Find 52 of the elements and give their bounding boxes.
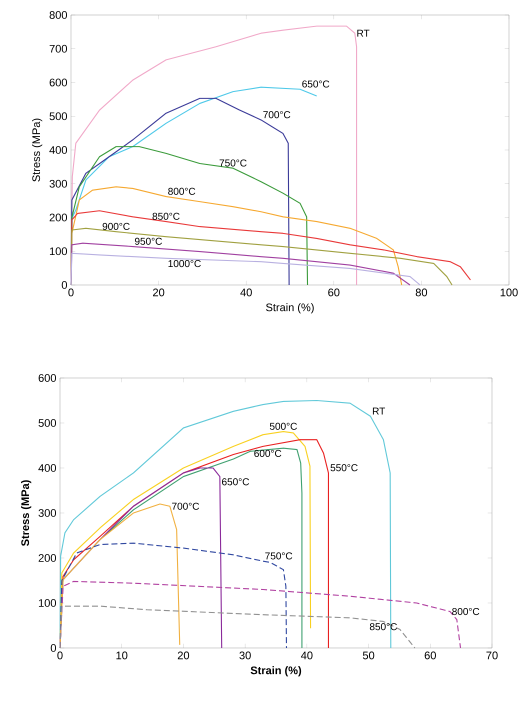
x-tick-label: 100 [500, 288, 518, 296]
series-label: 700°C [263, 111, 290, 118]
x-tick-label: 60 [328, 288, 340, 296]
y-tick-label: 400 [38, 464, 56, 472]
y-tick-label: 200 [38, 554, 56, 562]
x-tick-label: 0 [68, 288, 74, 296]
y-tick-label: 500 [50, 112, 68, 120]
x-tick-label: 30 [239, 652, 251, 660]
series-label: 850°C [370, 623, 397, 630]
x-tick-label: 50 [362, 652, 374, 660]
series-label: 550°C [330, 464, 358, 472]
y-tick-label: 100 [50, 247, 68, 256]
y-tick-label: 800 [50, 11, 68, 19]
y-tick-label: 300 [50, 180, 68, 188]
y-tick-label: 100 [38, 599, 56, 607]
series-label: 800°C [168, 188, 196, 195]
y-tick-label: 0 [62, 281, 68, 289]
series-label: 1000°C [168, 260, 201, 268]
x-tick-label: 80 [416, 288, 428, 296]
x-axis-title: Strain (%) [266, 303, 314, 314]
y-tick-label: 400 [49, 146, 68, 154]
series-label: 650°C [302, 80, 330, 88]
series-label: 750°C [220, 159, 247, 167]
x-tick-label: 40 [240, 288, 252, 296]
y-axis-title: Stress (MPa) [21, 480, 32, 546]
series-label: RT [357, 30, 370, 37]
y-axis-title: Stress (MPa) [32, 118, 42, 182]
y-tick-label: 300 [38, 509, 56, 517]
x-tick-label: 70 [486, 652, 498, 660]
y-tick-label: 0 [50, 644, 56, 652]
series-label: 700°C [172, 502, 200, 510]
series-label: 750°C [265, 552, 292, 560]
y-tick-label: 600 [38, 374, 56, 382]
series-label: RT [372, 408, 386, 415]
series-label: 900°C [102, 222, 130, 230]
x-tick-label: 10 [116, 652, 128, 660]
x-tick-label: 40 [300, 652, 313, 660]
series-label: 500°C [270, 422, 297, 430]
x-tick-label: 20 [153, 288, 164, 296]
series-label: 600°C [254, 450, 282, 457]
y-tick-label: 500 [38, 419, 56, 427]
series-label: 950°C [134, 238, 162, 245]
y-tick-label: 600 [50, 78, 68, 86]
series-label: 800°C [452, 608, 480, 616]
x-tick-label: 60 [424, 652, 436, 660]
line-series [70, 252, 421, 286]
series-label: 850°C [152, 212, 180, 220]
series-label: 650°C [222, 478, 250, 486]
x-axis-title: Strain (%) [250, 666, 302, 676]
y-tick-label: 700 [50, 44, 68, 53]
y-tick-label: 200 [50, 214, 68, 222]
x-tick-label: 20 [178, 652, 190, 660]
